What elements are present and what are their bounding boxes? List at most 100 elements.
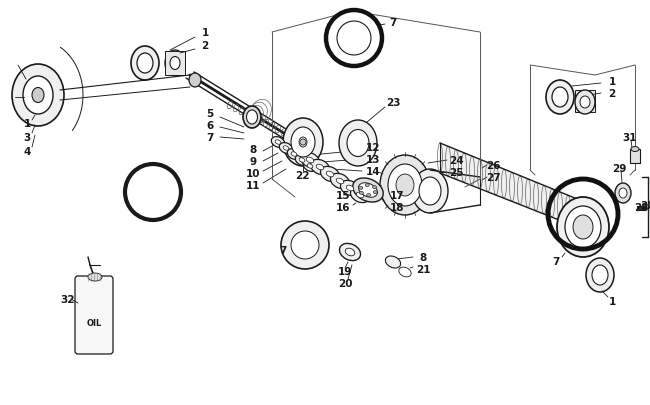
Ellipse shape bbox=[586, 258, 614, 292]
Text: 20: 20 bbox=[338, 278, 352, 288]
Text: 17: 17 bbox=[390, 190, 404, 200]
Text: 12: 12 bbox=[366, 143, 380, 153]
Text: 14: 14 bbox=[366, 166, 380, 177]
Ellipse shape bbox=[552, 88, 568, 108]
Ellipse shape bbox=[372, 186, 376, 189]
Text: OIL: OIL bbox=[86, 319, 101, 328]
Ellipse shape bbox=[575, 91, 595, 115]
Ellipse shape bbox=[246, 111, 257, 125]
Ellipse shape bbox=[311, 160, 330, 175]
Text: 19: 19 bbox=[338, 266, 352, 276]
Circle shape bbox=[326, 11, 382, 67]
Text: 30: 30 bbox=[641, 200, 650, 211]
Ellipse shape bbox=[396, 175, 414, 196]
Ellipse shape bbox=[283, 147, 289, 151]
Text: 8: 8 bbox=[250, 145, 257, 155]
Bar bbox=[165, 52, 185, 76]
Text: 11: 11 bbox=[246, 181, 260, 190]
Ellipse shape bbox=[385, 256, 400, 269]
Text: 32: 32 bbox=[60, 294, 75, 304]
Ellipse shape bbox=[291, 128, 315, 158]
Text: 1: 1 bbox=[23, 119, 31, 129]
Ellipse shape bbox=[295, 155, 309, 166]
Ellipse shape bbox=[346, 186, 354, 191]
Ellipse shape bbox=[291, 152, 297, 157]
Ellipse shape bbox=[365, 184, 369, 187]
Ellipse shape bbox=[356, 193, 364, 198]
Ellipse shape bbox=[580, 97, 590, 109]
Text: 10: 10 bbox=[246, 168, 260, 179]
Text: 31: 31 bbox=[623, 133, 637, 143]
Ellipse shape bbox=[557, 198, 609, 257]
Text: 5: 5 bbox=[207, 109, 214, 119]
Circle shape bbox=[337, 22, 371, 56]
Text: 1: 1 bbox=[608, 296, 616, 306]
Text: 13: 13 bbox=[366, 155, 380, 164]
Text: 2: 2 bbox=[608, 89, 616, 99]
Ellipse shape bbox=[345, 249, 355, 256]
Ellipse shape bbox=[316, 165, 324, 171]
Ellipse shape bbox=[304, 161, 317, 172]
Text: 1: 1 bbox=[202, 28, 209, 38]
Ellipse shape bbox=[189, 74, 201, 88]
Text: 28: 28 bbox=[634, 202, 648, 213]
Text: 6: 6 bbox=[207, 121, 214, 131]
Ellipse shape bbox=[299, 158, 305, 163]
Text: 25: 25 bbox=[448, 168, 463, 177]
Text: 9: 9 bbox=[250, 157, 257, 166]
Ellipse shape bbox=[341, 181, 359, 196]
Ellipse shape bbox=[287, 149, 301, 160]
Circle shape bbox=[291, 231, 319, 259]
Text: 8: 8 bbox=[419, 252, 426, 262]
Text: 4: 4 bbox=[23, 147, 31, 157]
Ellipse shape bbox=[170, 58, 180, 70]
Text: 27: 27 bbox=[486, 173, 500, 183]
Ellipse shape bbox=[373, 191, 377, 194]
Ellipse shape bbox=[546, 81, 574, 115]
Text: 23: 23 bbox=[385, 98, 400, 108]
Ellipse shape bbox=[573, 215, 593, 239]
Ellipse shape bbox=[565, 207, 601, 248]
Text: 26: 26 bbox=[486, 161, 500, 171]
Text: 18: 18 bbox=[390, 202, 404, 213]
Circle shape bbox=[281, 222, 329, 269]
Ellipse shape bbox=[23, 77, 53, 115]
Ellipse shape bbox=[330, 174, 350, 189]
Text: 29: 29 bbox=[612, 164, 626, 174]
Ellipse shape bbox=[615, 183, 631, 203]
Text: 2: 2 bbox=[202, 41, 209, 51]
Bar bbox=[630, 149, 640, 164]
Text: 21: 21 bbox=[416, 264, 430, 274]
Text: 1: 1 bbox=[608, 77, 616, 87]
Ellipse shape bbox=[326, 172, 334, 177]
Ellipse shape bbox=[137, 54, 153, 74]
Text: 16: 16 bbox=[336, 202, 350, 213]
Text: 3: 3 bbox=[23, 133, 31, 143]
Ellipse shape bbox=[399, 267, 411, 277]
Text: 7: 7 bbox=[206, 133, 214, 143]
Text: 15: 15 bbox=[336, 190, 350, 200]
Ellipse shape bbox=[280, 143, 292, 154]
Text: 7: 7 bbox=[389, 18, 396, 28]
Ellipse shape bbox=[353, 179, 384, 202]
FancyBboxPatch shape bbox=[75, 276, 113, 354]
Ellipse shape bbox=[283, 119, 323, 166]
Ellipse shape bbox=[388, 164, 422, 207]
Ellipse shape bbox=[359, 192, 363, 195]
Ellipse shape bbox=[12, 65, 64, 127]
Bar bbox=[575, 91, 595, 113]
Ellipse shape bbox=[300, 153, 320, 168]
Ellipse shape bbox=[299, 138, 307, 148]
Ellipse shape bbox=[412, 170, 448, 213]
Ellipse shape bbox=[619, 189, 627, 198]
Ellipse shape bbox=[350, 188, 370, 203]
Ellipse shape bbox=[320, 167, 339, 182]
Circle shape bbox=[125, 164, 181, 220]
Text: 7: 7 bbox=[552, 256, 560, 266]
Polygon shape bbox=[440, 144, 592, 233]
Text: 24: 24 bbox=[448, 156, 463, 166]
Ellipse shape bbox=[307, 164, 313, 169]
Ellipse shape bbox=[347, 130, 369, 157]
Ellipse shape bbox=[359, 183, 378, 198]
Ellipse shape bbox=[32, 88, 44, 103]
